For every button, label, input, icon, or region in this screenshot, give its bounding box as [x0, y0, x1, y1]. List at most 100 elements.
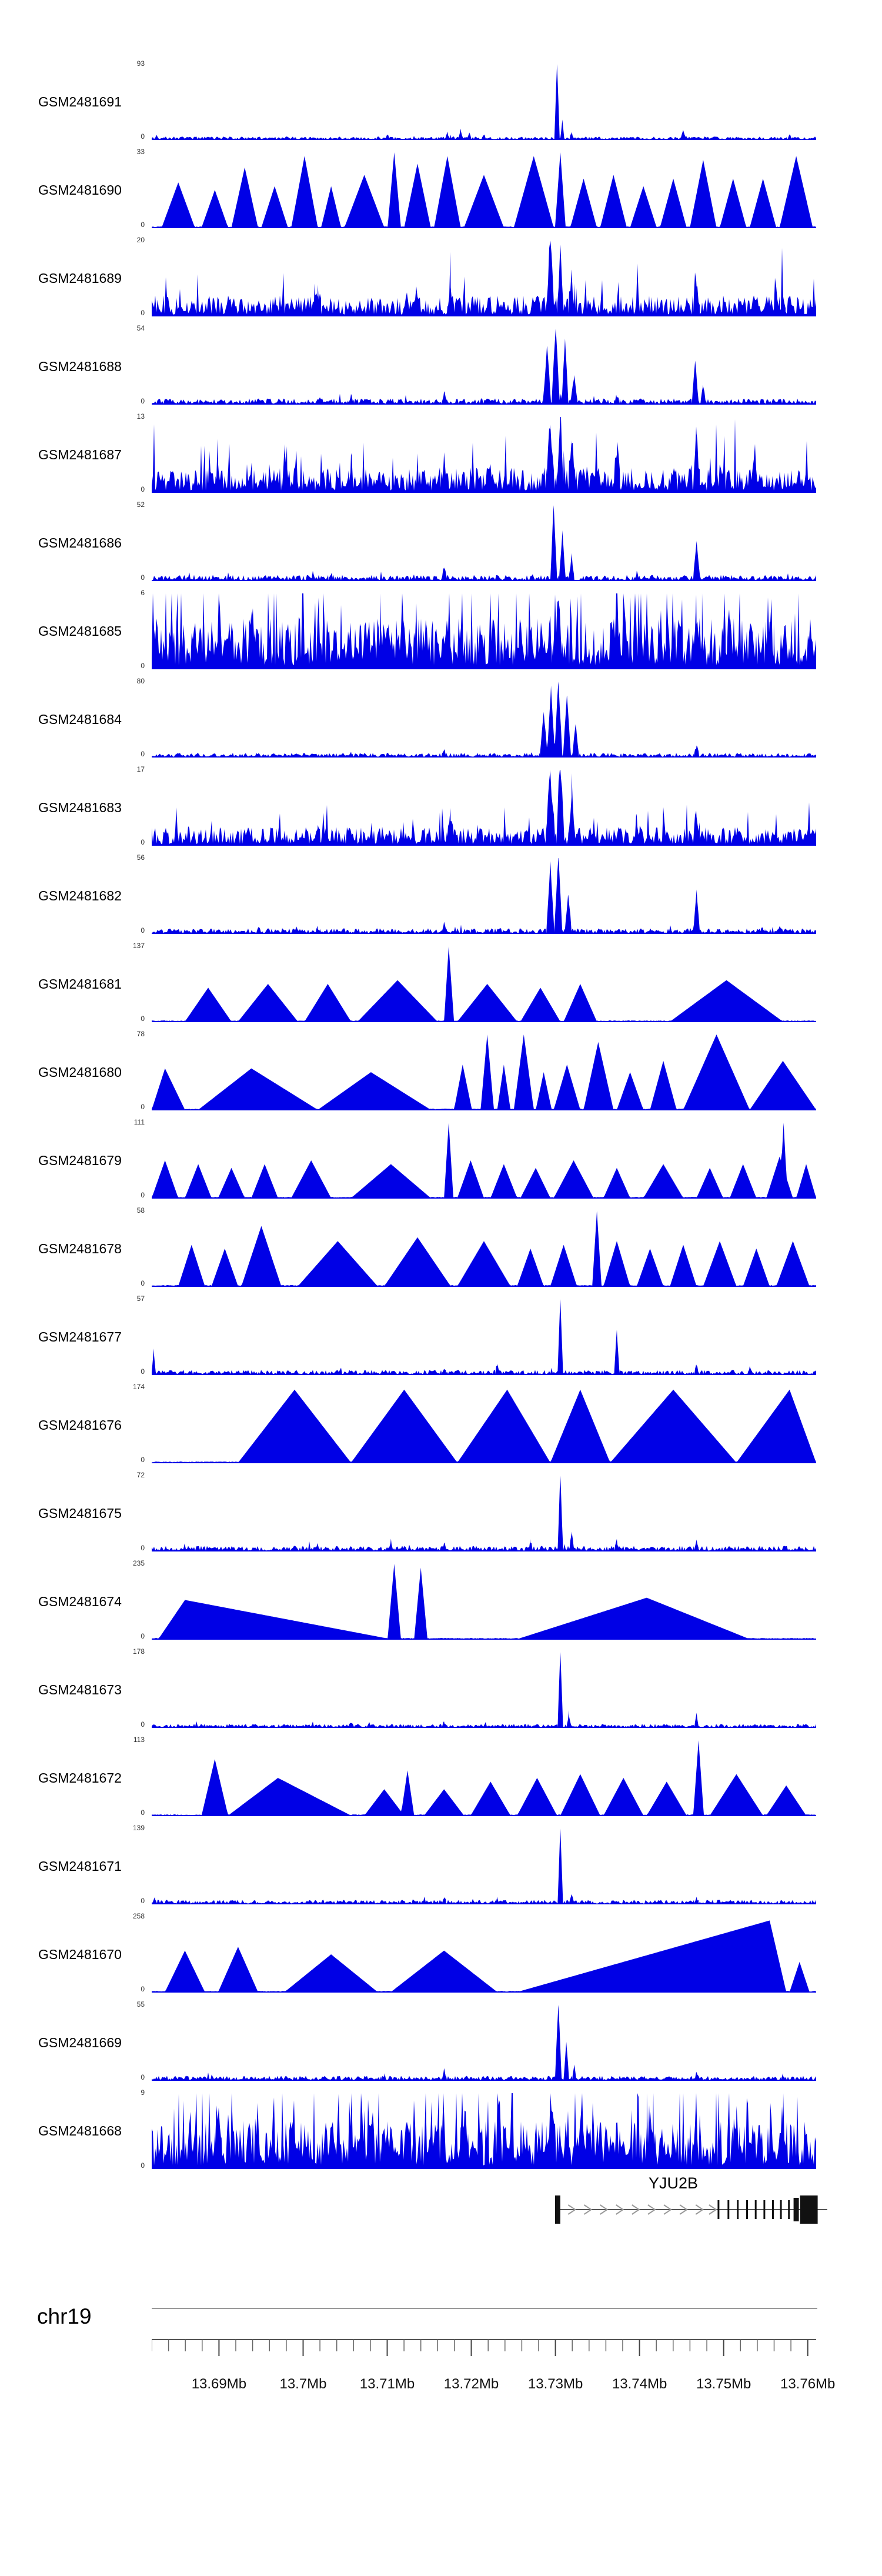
track-GSM2481672: GSM2481672 113 0: [0, 1736, 882, 1828]
coverage-area: [152, 1828, 816, 1904]
track-label: GSM2481680: [38, 1065, 122, 1080]
track-label: GSM2481690: [38, 182, 122, 198]
coverage-plot: [152, 2093, 816, 2169]
coverage-area: [152, 1211, 816, 1287]
coverage-plot: [152, 64, 816, 140]
coverage-plot: [152, 241, 816, 316]
axis-tick-label: 13.76Mb: [780, 2376, 835, 2392]
coverage-area: [152, 241, 816, 316]
y-axis-zero: 0: [141, 1985, 145, 1993]
y-axis-zero: 0: [141, 132, 145, 141]
coverage-plot: [152, 1652, 816, 1728]
y-axis-max: 55: [136, 2000, 145, 2008]
strand-arrow-icon: [616, 2204, 624, 2215]
gene-model-track: YJU2B: [152, 2173, 863, 2244]
track-GSM2481669: GSM2481669 55 0: [0, 2000, 882, 2093]
y-axis-max: 93: [136, 59, 145, 68]
axis-tick-label: 13.75Mb: [696, 2376, 751, 2392]
coverage-plot: [152, 1123, 816, 1199]
track-label: GSM2481678: [38, 1241, 122, 1256]
track-label: GSM2481686: [38, 535, 122, 550]
coverage-area: [152, 1564, 816, 1640]
y-axis-max: 13: [136, 412, 145, 421]
axis-tick-label: 13.72Mb: [444, 2376, 499, 2392]
chromosome-separator-line: [152, 2308, 817, 2309]
track-GSM2481676: GSM2481676 174 0: [0, 1383, 882, 1475]
coverage-area: [152, 1652, 816, 1728]
coverage-plot: [152, 858, 816, 934]
track-label: GSM2481671: [38, 1858, 122, 1874]
genome-axis-track: 13.69Mb 13.7Mb 13.71Mb 13.72Mb 13.73Mb 13.74M…: [151, 2338, 863, 2409]
y-axis-zero: 0: [141, 1103, 145, 1111]
y-axis-max: 178: [132, 1647, 145, 1656]
track-GSM2481671: GSM2481671 139 0: [0, 1824, 882, 1916]
y-axis-max: 78: [136, 1030, 145, 1038]
exon-medium: [793, 2198, 799, 2221]
coverage-area: [152, 417, 816, 493]
track-label: GSM2481679: [38, 1153, 122, 1168]
y-axis-max: 258: [132, 1912, 145, 1920]
track-label: GSM2481675: [38, 1506, 122, 1521]
coverage-plot: [152, 1299, 816, 1375]
y-axis-max: 235: [132, 1559, 145, 1567]
y-axis-zero: 0: [141, 485, 145, 493]
track-label: GSM2481681: [38, 976, 122, 992]
exon-small: [746, 2200, 748, 2219]
coverage-plot: [152, 1035, 816, 1110]
strand-arrow-icon: [679, 2204, 688, 2215]
coverage-area: [152, 770, 816, 846]
track-GSM2481691: GSM2481691 93 0: [0, 59, 882, 152]
y-axis-zero: 0: [141, 838, 145, 846]
exon-small: [754, 2200, 757, 2219]
y-axis-zero: 0: [141, 573, 145, 582]
coverage-area: [152, 329, 816, 405]
track-label: GSM2481672: [38, 1770, 122, 1786]
coverage-plot: [152, 152, 816, 228]
coverage-plot: [152, 417, 816, 493]
y-axis-zero: 0: [141, 397, 145, 405]
y-axis-max: 58: [136, 1206, 145, 1214]
exon-tall: [800, 2195, 818, 2224]
track-GSM2481677: GSM2481677 57 0: [0, 1294, 882, 1387]
exon-small: [788, 2200, 790, 2219]
coverage-plot: [152, 1740, 816, 1816]
exon-small: [737, 2200, 739, 2219]
y-axis-zero: 0: [141, 1720, 145, 1729]
axis-tick-label: 13.69Mb: [192, 2376, 246, 2392]
coverage-area: [152, 505, 816, 581]
genome-axis-plot: 13.69Mb 13.7Mb 13.71Mb 13.72Mb 13.73Mb 13.74M…: [151, 2339, 835, 2392]
y-axis-zero: 0: [141, 1015, 145, 1023]
coverage-area: [152, 1035, 816, 1110]
y-axis-max: 113: [133, 1736, 145, 1744]
y-axis-zero: 0: [141, 309, 145, 317]
strand-arrow-icon: [632, 2204, 640, 2215]
y-axis-max: 17: [136, 765, 145, 773]
strand-arrow-icon: [663, 2204, 672, 2215]
track-label: GSM2481669: [38, 2035, 122, 2050]
y-axis-max: 33: [136, 148, 145, 156]
coverage-plot: [152, 329, 816, 405]
coverage-area: [152, 946, 816, 1022]
axis-tick-label: 13.71Mb: [360, 2376, 415, 2392]
y-axis-max: 56: [136, 853, 145, 862]
coverage-plot: [152, 682, 816, 758]
chromosome-label: chr19: [37, 2304, 92, 2328]
y-axis-zero: 0: [141, 2161, 145, 2170]
track-GSM2481688: GSM2481688 54 0: [0, 324, 882, 416]
exon-small: [772, 2200, 774, 2219]
track-GSM2481685: GSM2481685 6 0: [0, 589, 882, 681]
coverage-plot: [152, 1389, 816, 1463]
y-axis-max: 72: [136, 1471, 145, 1479]
track-label: GSM2481691: [38, 94, 122, 109]
y-axis-zero: 0: [141, 662, 145, 670]
coverage-area: [152, 1920, 816, 1993]
y-axis-zero: 0: [141, 1897, 145, 1905]
track-label: GSM2481682: [38, 888, 122, 903]
y-axis-max: 137: [132, 942, 145, 950]
y-axis-max: 52: [136, 500, 145, 509]
coverage-plot: [152, 1211, 816, 1287]
coverage-plot: [152, 1828, 816, 1904]
track-GSM2481687: GSM2481687 13 0: [0, 412, 882, 505]
strand-arrow-icon: [583, 2204, 593, 2215]
